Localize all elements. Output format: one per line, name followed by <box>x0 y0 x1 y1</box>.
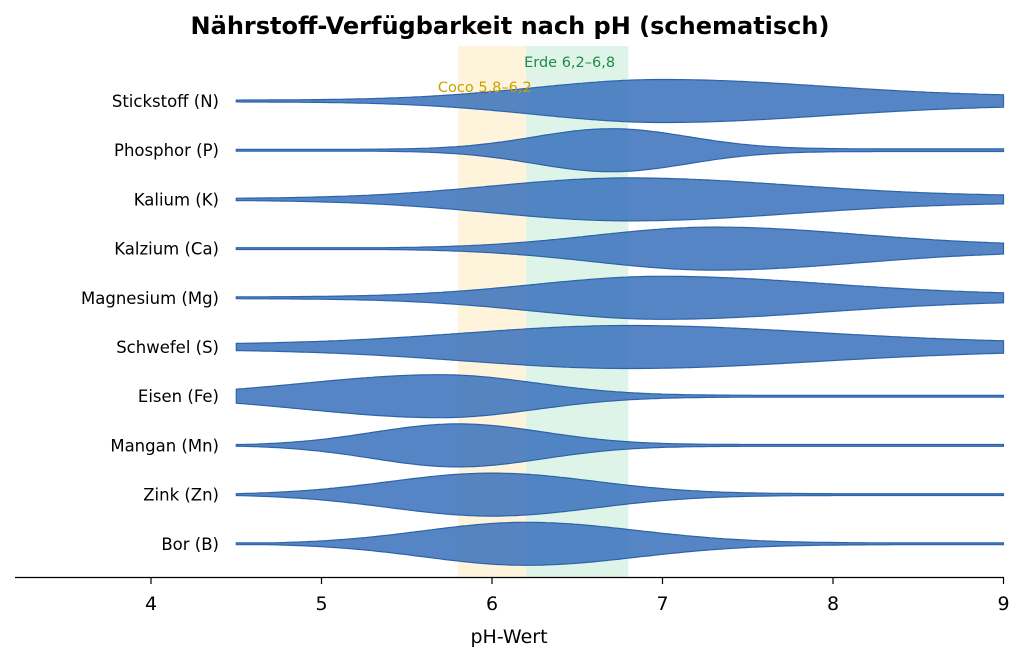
band-labels: Coco 5,8–6,2 Erde 6,2–6,8 <box>438 55 615 96</box>
x-axis-label: pH-Wert <box>470 626 547 648</box>
x-tick-label: 9 <box>997 593 1009 615</box>
band-label-coco: Coco 5,8–6,2 <box>438 80 532 96</box>
x-axis-ticks: 4 5 6 7 8 9 <box>145 577 1010 615</box>
x-tick-label: 7 <box>656 593 668 615</box>
x-tick-label: 8 <box>827 593 839 615</box>
nutrient-violins <box>235 78 1005 566</box>
violin-7 <box>235 374 1005 419</box>
nutrient-label: Eisen (Fe) <box>138 387 219 406</box>
violin-2 <box>235 128 1005 173</box>
chart-title: Nährstoff-Verfügbarkeit nach pH (schemat… <box>191 12 830 40</box>
nutrient-label: Phosphor (P) <box>114 141 219 160</box>
violin-4 <box>235 226 1005 271</box>
nutrient-label: Kalzium (Ca) <box>114 240 219 259</box>
nutrient-label: Schwefel (S) <box>116 338 219 357</box>
band-label-erde: Erde 6,2–6,8 <box>524 55 615 71</box>
x-tick-label: 6 <box>486 593 498 615</box>
nutrient-label: Zink (Zn) <box>143 486 219 505</box>
x-tick-label: 5 <box>315 593 327 615</box>
violin-8 <box>235 423 1005 468</box>
violin-1 <box>235 78 1005 124</box>
nutrient-label: Kalium (K) <box>134 190 219 209</box>
nutrient-label: Mangan (Mn) <box>110 436 219 455</box>
violin-5 <box>235 275 1005 320</box>
nutrient-label: Magnesium (Mg) <box>81 289 219 308</box>
nutrient-labels: Stickstoff (N) Phosphor (P) Kalium (K) Kalz… <box>81 92 219 554</box>
x-tick-label: 4 <box>145 593 157 615</box>
violin-6 <box>235 324 1005 370</box>
nutrient-label: Bor (B) <box>161 535 219 554</box>
nutrient-label: Stickstoff (N) <box>112 92 219 111</box>
violin-3 <box>235 177 1005 222</box>
violin-10 <box>235 521 1005 566</box>
violin-9 <box>235 472 1005 517</box>
